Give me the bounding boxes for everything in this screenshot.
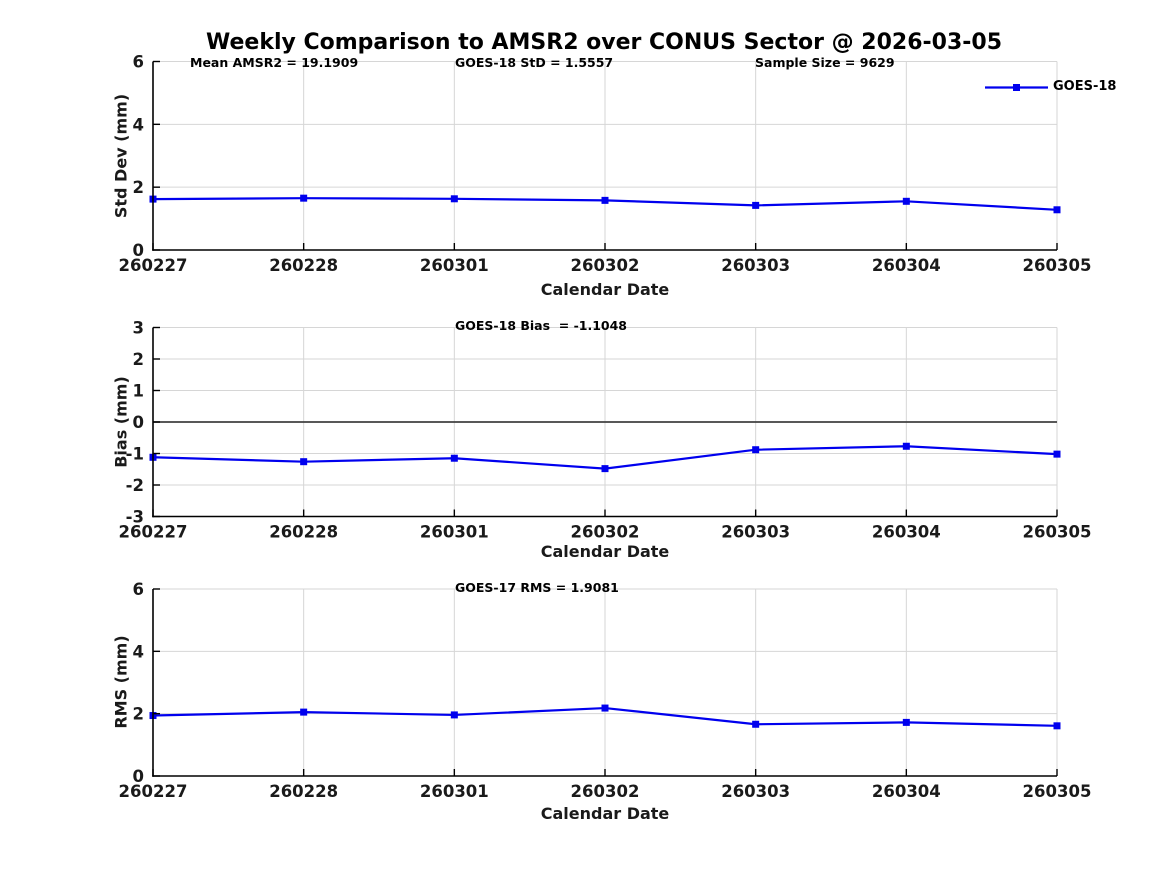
x-tick-label: 260227 (119, 256, 188, 275)
data-point-marker (902, 442, 910, 450)
data-point-marker (1053, 722, 1061, 730)
x-tick-label: 260228 (269, 523, 338, 542)
figure-title: Weekly Comparison to AMSR2 over CONUS Se… (206, 30, 1002, 55)
x-tick-label: 260228 (269, 782, 338, 801)
y-tick-label: 0 (133, 413, 144, 432)
y-tick-label: 6 (133, 580, 144, 599)
data-point-marker (300, 458, 308, 466)
y-tick-label: 4 (133, 115, 144, 134)
data-point-marker (752, 201, 760, 209)
panel-rms: 0 2 4 6 260227 260228 260301 260302 260303 260304… (119, 580, 1092, 801)
x-tick-label: 260303 (721, 256, 790, 275)
data-point-marker (300, 708, 308, 716)
y-tick-label: 2 (133, 178, 144, 197)
xlabel-std-dev: Calendar Date (540, 280, 670, 299)
x-tick-label: 260227 (119, 782, 188, 801)
x-tick-label: 260301 (420, 782, 489, 801)
data-point-marker (601, 196, 609, 204)
x-tick-label: 260305 (1023, 523, 1092, 542)
x-tick-label: 260303 (721, 782, 790, 801)
y-tick-label: -1 (126, 445, 144, 464)
xlabel-rms: Calendar Date (540, 804, 670, 823)
x-tick-label: 260303 (721, 523, 790, 542)
annotation-goes18-std: GOES-18 StD = 1.5557 (455, 55, 614, 70)
y-tick-label: 0 (133, 767, 144, 786)
y-tick-label: 2 (133, 705, 144, 724)
data-point-marker (601, 465, 609, 473)
y-tick-label: 6 (133, 53, 144, 72)
y-tick-label: 2 (133, 350, 144, 369)
data-point-marker (1053, 206, 1061, 214)
y-tick-label: -2 (126, 476, 144, 495)
legend-label: GOES-18 (1053, 79, 1117, 94)
panel-bias: -3 -2 -1 0 1 2 3 260227 260228 260301 260302 260303… (119, 319, 1092, 542)
x-tick-label: 260301 (420, 523, 489, 542)
x-tick-label: 260304 (872, 256, 941, 275)
ylabel-std-dev: Std Dev (mm) (111, 93, 131, 219)
data-point-marker (752, 446, 760, 454)
data-point-marker (450, 195, 458, 203)
y-tick-label: 4 (133, 642, 144, 661)
ylabel-rms: RMS (mm) (111, 635, 131, 729)
data-point-marker (450, 454, 458, 462)
x-tick-label: 260305 (1023, 782, 1092, 801)
x-tick-label: 260227 (119, 523, 188, 542)
x-tick-label: 260304 (872, 523, 941, 542)
legend-marker (1013, 84, 1020, 91)
data-point-marker (450, 711, 458, 719)
annotation-goes17-rms: GOES-17 RMS = 1.9081 (455, 580, 619, 595)
x-tick-label: 260228 (269, 256, 338, 275)
data-point-marker (902, 718, 910, 726)
x-tick-label: 260302 (571, 256, 640, 275)
xlabel-bias: Calendar Date (540, 542, 670, 561)
y-tick-label: 1 (133, 382, 144, 401)
ylabel-bias: Bias (mm) (111, 376, 131, 468)
data-point-marker (601, 704, 609, 712)
data-point-marker (1053, 450, 1061, 458)
x-tick-label: 260305 (1023, 256, 1092, 275)
x-tick-label: 260302 (571, 782, 640, 801)
x-tick-label: 260304 (872, 782, 941, 801)
data-point-marker (752, 720, 760, 728)
annotation-mean-amsr2: Mean AMSR2 = 19.1909 (190, 55, 359, 70)
data-point-marker (300, 194, 308, 202)
annotation-sample-size: Sample Size = 9629 (755, 55, 895, 70)
x-tick-label: 260302 (571, 523, 640, 542)
data-point-marker (902, 197, 910, 205)
y-tick-label: 0 (133, 241, 144, 260)
y-tick-label: -3 (126, 508, 144, 527)
y-tick-label: 3 (133, 319, 144, 338)
annotation-goes18-bias: GOES-18 Bias = -1.1048 (455, 318, 628, 333)
legend-line-sample (985, 84, 1048, 91)
panel-std-dev: 0 2 4 6 260227 260228 260301 260302 260303 260304… (119, 53, 1092, 276)
x-tick-label: 260301 (420, 256, 489, 275)
